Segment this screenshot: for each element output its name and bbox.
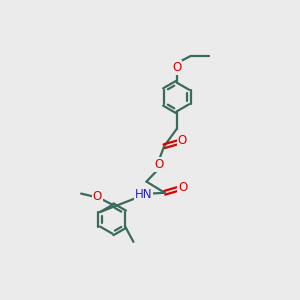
Text: O: O [154, 158, 164, 171]
Text: O: O [178, 134, 187, 148]
Text: O: O [93, 190, 102, 203]
Text: O: O [172, 61, 181, 74]
Text: O: O [178, 181, 188, 194]
Text: HN: HN [135, 188, 152, 201]
